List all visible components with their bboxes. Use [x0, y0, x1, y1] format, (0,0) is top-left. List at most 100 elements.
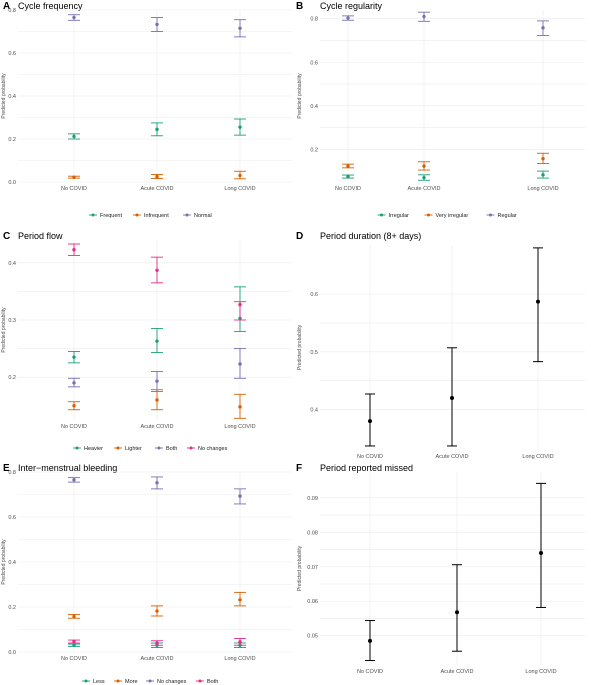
y-tick-label: 0.6 — [8, 51, 16, 57]
x-tick-label: Acute COVID — [440, 669, 473, 675]
y-tick-label: 0.6 — [310, 292, 318, 298]
legend-item: No changes — [187, 446, 228, 452]
x-tick-label: No COVID — [335, 186, 361, 192]
legend-item: Irregular — [377, 213, 410, 219]
series-0 — [68, 118, 246, 140]
legend: Frequent Infrequent Normal — [89, 213, 212, 219]
data-point — [422, 164, 426, 168]
data-point — [238, 598, 242, 602]
y-tick-label: 0.4 — [8, 261, 16, 267]
y-axis-label: Predicted probability — [1, 539, 7, 585]
data-point — [541, 26, 545, 30]
series-0 — [365, 482, 546, 662]
legend-label: Irregular — [389, 213, 410, 219]
series-1 — [68, 389, 246, 419]
legend-label: Less — [93, 679, 105, 685]
panel-c: C Period flow 0.2 0.3 0.4 No COVID Acute COVID… — [1, 231, 292, 452]
data-point — [422, 175, 426, 180]
data-point — [238, 26, 242, 30]
legend-key-point — [135, 213, 139, 217]
series-1 — [68, 170, 246, 180]
series-1 — [68, 591, 246, 619]
y-axis-label: Predicted probability — [297, 545, 303, 591]
data-point — [346, 16, 350, 20]
legend: Less More No changes Both — [82, 679, 218, 685]
legend: Irregular Very irregular Regular — [377, 213, 517, 219]
y-tick-label: 0.6 — [310, 60, 318, 66]
data-point — [368, 638, 372, 643]
y-axis-label: Predicted probability — [1, 73, 7, 119]
series-3 — [68, 638, 246, 646]
legend-key-point — [75, 446, 79, 450]
data-point — [238, 640, 242, 644]
legend-label: More — [125, 679, 138, 685]
legend-item: Normal — [183, 213, 212, 219]
panel-d: D Period duration (8+ days) 0.4 0.5 0.6 No CO… — [296, 231, 585, 460]
series-2 — [342, 11, 549, 36]
panel-letter: A — [3, 1, 10, 12]
legend-item: Both — [196, 679, 218, 685]
legend-key-point — [198, 679, 202, 683]
data-point — [455, 610, 459, 615]
legend-item: Both — [155, 446, 177, 452]
data-point — [155, 22, 159, 27]
legend-key-point — [116, 446, 120, 450]
legend-key-point — [157, 446, 161, 450]
data-point — [450, 396, 454, 401]
y-tick-label: 0.2 — [310, 147, 318, 153]
series-0 — [365, 247, 543, 447]
legend-label: Frequent — [100, 213, 122, 219]
y-tick-label: 0.5 — [310, 350, 318, 356]
data-point — [72, 134, 76, 139]
legend-label: Both — [166, 446, 177, 452]
legend-label: No changes — [157, 679, 187, 685]
data-point — [72, 381, 76, 385]
data-point — [155, 268, 159, 272]
panel-letter: F — [296, 463, 302, 474]
data-point — [539, 550, 543, 555]
panel-f: F Period reported missed 0.05 0.06 0.07 0.08 0… — [296, 463, 585, 675]
panel-letter: E — [3, 463, 10, 474]
y-tick-label: 0.4 — [8, 560, 16, 566]
data-point — [536, 299, 540, 304]
x-tick-label: No COVID — [61, 424, 87, 430]
x-tick-label: Long COVID — [527, 186, 558, 192]
legend-item: Frequent — [89, 213, 122, 219]
panel-letter: C — [3, 231, 10, 242]
data-point — [155, 379, 159, 383]
data-point — [72, 639, 76, 644]
data-point — [72, 643, 76, 647]
y-tick-label: 0.05 — [307, 634, 318, 640]
y-tick-label: 0.4 — [8, 94, 16, 100]
y-tick-label: 0.3 — [8, 318, 16, 324]
series-0 — [342, 170, 549, 181]
legend-item: More — [114, 679, 138, 685]
legend-key-point — [148, 679, 152, 683]
panel-title: Period reported missed — [320, 463, 413, 473]
legend-label: Lighter — [125, 446, 142, 452]
legend-item: Infrequent — [133, 213, 169, 219]
series-2 — [68, 14, 246, 38]
legend-item: No changes — [146, 679, 187, 685]
x-tick-label: Acute COVID — [435, 454, 468, 460]
y-tick-label: 0.0 — [8, 650, 16, 656]
data-point — [238, 405, 242, 409]
x-tick-label: Long COVID — [522, 454, 553, 460]
panel-letter: B — [296, 1, 303, 12]
panel-letter: D — [296, 231, 303, 242]
data-point — [238, 362, 242, 366]
y-axis-label: Predicted probability — [1, 307, 7, 353]
data-point — [72, 478, 76, 482]
legend-key-point — [380, 213, 383, 217]
y-tick-label: 0.07 — [307, 565, 318, 571]
y-tick-label: 0.08 — [307, 530, 318, 536]
x-tick-label: Long COVID — [224, 186, 255, 192]
x-tick-label: Acute COVID — [140, 424, 173, 430]
data-point — [368, 419, 372, 424]
x-tick-label: Long COVID — [224, 424, 255, 430]
legend-item: Heavier — [73, 446, 103, 452]
x-tick-label: Long COVID — [525, 669, 556, 675]
data-point — [541, 173, 545, 177]
data-point — [238, 302, 242, 307]
